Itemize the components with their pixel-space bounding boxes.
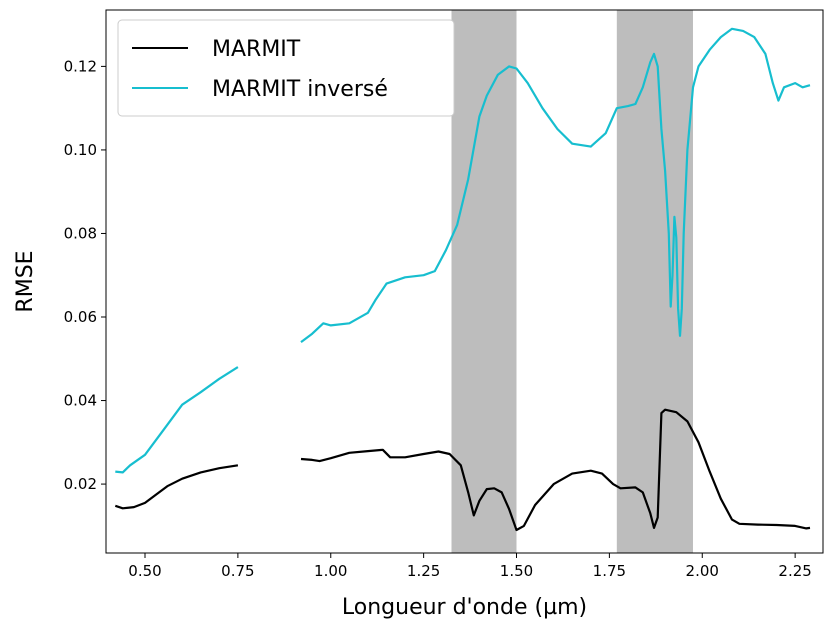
legend: MARMIT MARMIT inversé [117,19,455,117]
series-1-segment-1 [114,464,239,510]
x-tick-label: 0.75 [221,562,254,580]
y-tick-label: 0.02 [64,475,97,493]
x-axis-ticks: 0.50 0.75 1.00 1.25 1.50 1.75 2.00 2.25 [128,553,812,580]
series-1-segment-2 [300,408,811,532]
plot-frame [105,9,824,554]
legend-box [117,19,455,117]
x-tick-label: 1.25 [407,562,440,580]
shaded-band-2 [616,10,693,553]
y-tick-label: 0.06 [64,308,97,326]
y-axis-ticks: 0.02 0.04 0.06 0.08 0.10 0.12 [64,57,106,493]
x-tick-label: 2.00 [686,562,719,580]
series-2-segment-1 [115,366,239,474]
y-tick-label: 0.12 [64,57,97,75]
series-lines [114,27,811,532]
x-tick-label: 1.75 [593,562,626,580]
y-tick-label: 0.10 [64,141,97,159]
legend-label-marmit-inverse: MARMIT inversé [212,77,388,102]
x-tick-label: 2.25 [778,562,811,580]
x-tick-label: 0.50 [128,562,161,580]
y-tick-label: 0.08 [64,224,97,242]
y-tick-label: 0.04 [64,392,97,410]
series-2-segment-2 [300,27,811,343]
legend-label-marmit: MARMIT [212,37,301,62]
x-tick-label: 1.50 [500,562,533,580]
shaded-band-1 [451,10,517,553]
x-tick-label: 1.00 [314,562,347,580]
x-axis-title: Longueur d'onde (µm) [342,595,587,620]
y-axis-title: RMSE [13,250,38,312]
